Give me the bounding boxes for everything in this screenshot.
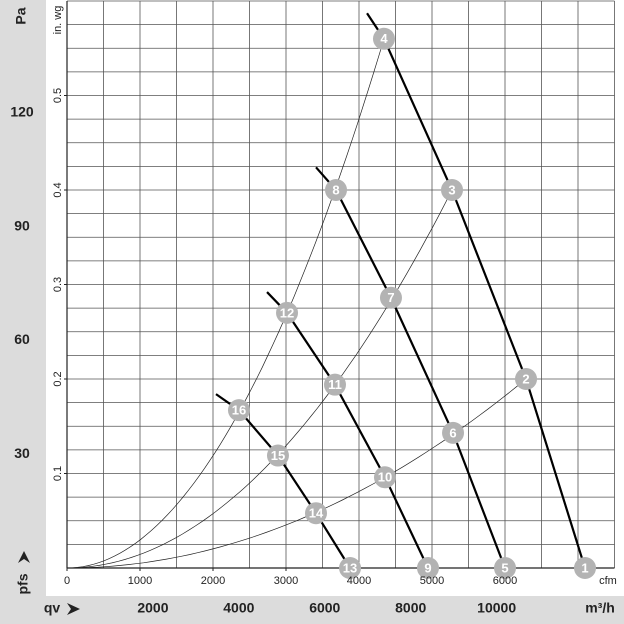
x2-tick-label: 10000 bbox=[477, 600, 516, 616]
point-label: 14 bbox=[309, 506, 324, 521]
point-label: 4 bbox=[380, 31, 388, 46]
point-label: 7 bbox=[387, 290, 394, 305]
point-label: 3 bbox=[448, 182, 455, 197]
y2-tick-label: 30 bbox=[14, 445, 30, 461]
operating-point bbox=[325, 179, 348, 201]
system-curve bbox=[66, 38, 385, 569]
y-tick-label: 0.1 bbox=[52, 466, 64, 481]
x-tick-label: 6000 bbox=[493, 575, 517, 587]
x-tick-label: 5000 bbox=[420, 575, 444, 587]
operating-point bbox=[379, 286, 402, 309]
point-label: 12 bbox=[280, 305, 294, 320]
point-label: 16 bbox=[232, 403, 246, 418]
plot: 4 3 2 1 8 7 6 5 12 11 10 9 16 15 14 13 bbox=[66, 12, 597, 579]
x2-tick-label: 2000 bbox=[137, 600, 168, 616]
point-label: 9 bbox=[424, 560, 431, 575]
point-label: 2 bbox=[522, 371, 529, 386]
x-tick-label: 0 bbox=[64, 575, 70, 587]
grid bbox=[64, 0, 615, 571]
x-tick-label: 4000 bbox=[347, 575, 371, 587]
point-label: 15 bbox=[271, 448, 285, 463]
point-label: 8 bbox=[332, 182, 339, 197]
operating-point bbox=[276, 301, 299, 324]
operating-point bbox=[227, 399, 250, 422]
y-tick-label: 0.5 bbox=[52, 88, 64, 103]
y-tick-label: 0.4 bbox=[52, 182, 64, 197]
arrow bbox=[18, 551, 30, 563]
left-strip bbox=[0, 0, 46, 624]
point-label: 10 bbox=[378, 470, 392, 485]
operating-point bbox=[373, 466, 396, 489]
x2-tick-label: 4000 bbox=[223, 600, 254, 616]
x-tick-label: 2000 bbox=[201, 575, 225, 587]
operating-point bbox=[515, 368, 538, 390]
operating-point bbox=[494, 557, 516, 579]
point-label: 13 bbox=[343, 560, 357, 575]
y2-tick-label: 60 bbox=[14, 331, 30, 347]
flow-symbol: qv bbox=[44, 600, 61, 616]
operating-point bbox=[339, 557, 362, 579]
x2-tick-label: 6000 bbox=[309, 600, 340, 616]
y-label: in. wg bbox=[52, 6, 64, 35]
bottom-strip bbox=[0, 596, 624, 624]
x-tick-label: 3000 bbox=[274, 575, 298, 587]
x2-tick-label: 8000 bbox=[395, 600, 426, 616]
y-tick-label: 0.2 bbox=[52, 371, 64, 386]
pressure-symbol: pfs bbox=[15, 573, 31, 594]
y-tick-label: 0.3 bbox=[52, 277, 64, 292]
operating-point bbox=[442, 421, 465, 444]
y2-tick-label: 120 bbox=[10, 103, 34, 119]
operating-point bbox=[416, 557, 439, 579]
operating-point bbox=[574, 557, 597, 579]
point-label: 6 bbox=[449, 425, 456, 440]
operating-point bbox=[305, 502, 328, 525]
y2-label: Pa bbox=[13, 7, 29, 24]
y2-tick-label: 90 bbox=[14, 217, 30, 233]
x2-label: m³/h bbox=[585, 600, 615, 616]
x-label: cfm bbox=[599, 575, 617, 587]
operating-point bbox=[372, 27, 395, 50]
point-label: 11 bbox=[328, 377, 342, 392]
operating-point bbox=[441, 179, 464, 201]
x-tick-label: 1000 bbox=[128, 575, 152, 587]
operating-point bbox=[323, 373, 346, 396]
operating-point bbox=[266, 444, 289, 467]
point-label: 1 bbox=[581, 560, 588, 575]
arrow bbox=[67, 603, 80, 615]
point-label: 5 bbox=[501, 560, 508, 575]
